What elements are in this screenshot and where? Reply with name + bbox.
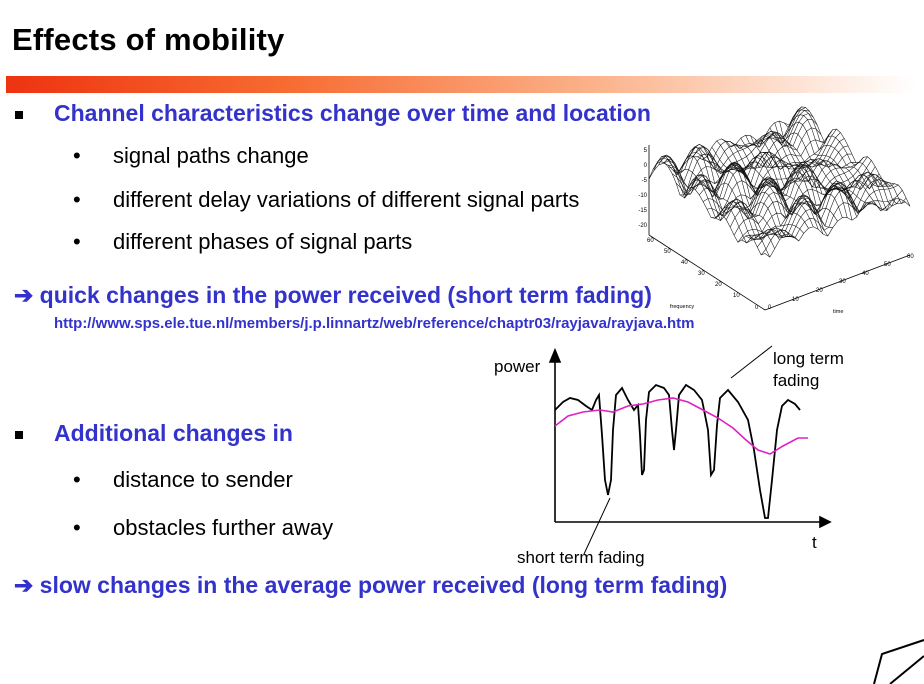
- sub-bullet-distance: distance to sender: [113, 467, 293, 492]
- freq-tick: 0: [755, 305, 759, 311]
- z-tick: 0: [644, 163, 648, 169]
- surface-mesh-line: [648, 161, 766, 256]
- z-tick: -20: [638, 223, 647, 229]
- surface-mesh-line: [753, 182, 899, 240]
- surface-mesh-line: [648, 116, 795, 180]
- time-tick: 20: [816, 288, 823, 294]
- surface-axes: [648, 145, 911, 311]
- time-tick: 30: [839, 279, 846, 285]
- surface-mesh-line: [672, 169, 790, 235]
- surface-mesh-line: [779, 121, 896, 207]
- main-bullet-additional: Additional changes in: [54, 420, 293, 446]
- surface-mesh-line: [769, 127, 886, 210]
- surface-mesh-line: [668, 164, 785, 240]
- surface-mesh-line: [745, 135, 862, 214]
- long-term-average-curve: [554, 397, 808, 455]
- time-tick: 50: [884, 262, 891, 268]
- long-term-label-line1: long term: [773, 349, 844, 368]
- short-term-label: short term fading: [517, 548, 645, 567]
- square-bullet-icon: [15, 111, 23, 119]
- short-term-pointer-line: [583, 497, 611, 555]
- surface-mesh-line: [757, 190, 903, 248]
- long-term-label-line2: fading: [773, 371, 820, 390]
- y-axis-arrow-icon: [548, 347, 562, 363]
- z-tick: -5: [642, 178, 648, 184]
- conclusion-slow-changes-text: slow changes in the average power receiv…: [39, 572, 728, 598]
- surface-mesh-line: [750, 133, 867, 212]
- arrow-right-icon: ➔: [14, 572, 34, 598]
- conclusion-slow-changes: ➔ slow changes in the average power rece…: [14, 572, 727, 599]
- surface-mesh-line: [702, 159, 819, 230]
- freq-tick: 60: [647, 238, 654, 244]
- x-axis-arrow-icon: [819, 515, 832, 529]
- frequency-axis-ticks: 60 50 40 30 20 10 0 frequency: [647, 238, 759, 311]
- surface-mesh-line: [711, 146, 829, 237]
- dot-bullet-icon: •: [73, 467, 81, 492]
- surface-mesh-line: [653, 156, 771, 258]
- z-axis-ticks: 5 0 -5 -10 -15 -20: [638, 148, 647, 229]
- long-term-pointer-line: [730, 345, 773, 379]
- surface-mesh-line: [764, 135, 882, 212]
- surface-mesh-line: [716, 140, 833, 228]
- y-axis-label: power: [494, 357, 541, 376]
- surface-mesh-line: [695, 132, 841, 199]
- z-tick: -10: [638, 193, 647, 199]
- surface-mesh-line: [663, 159, 780, 241]
- sub-bullet-phases: different phases of signal parts: [113, 229, 413, 254]
- short-term-signal-curve: [554, 383, 801, 519]
- title-underline-bar: [6, 76, 916, 93]
- time-tick: 40: [862, 271, 869, 277]
- square-bullet-icon: [15, 431, 23, 439]
- surface-mesh-line: [656, 106, 802, 173]
- dot-bullet-icon: •: [73, 515, 81, 540]
- time-tick: 0: [768, 305, 772, 311]
- time-axis-label: time: [833, 309, 843, 315]
- slide-title: Effects of mobility: [12, 22, 285, 57]
- frequency-axis-label: frequency: [670, 304, 694, 310]
- dot-bullet-icon: •: [73, 143, 81, 168]
- freq-tick: 30: [698, 271, 705, 277]
- fading-surface-plot: 5 0 -5 -10 -15 -20 60 50 40 30 20 10 0 f…: [638, 106, 914, 315]
- surface-mesh: [648, 106, 911, 258]
- time-tick: 10: [792, 297, 799, 303]
- surface-mesh-line: [677, 155, 795, 238]
- surface-mesh-line: [679, 139, 825, 199]
- surface-mesh-line: [774, 122, 891, 212]
- surface-mesh-line: [784, 114, 901, 205]
- freq-tick: 10: [733, 293, 740, 299]
- sub-bullet-obstacles: obstacles further away: [113, 515, 334, 540]
- surface-mesh-line: [793, 106, 911, 207]
- z-tick: -15: [638, 208, 647, 214]
- z-tick: 5: [644, 148, 648, 154]
- main-bullet-channel: Channel characteristics change over time…: [54, 100, 651, 126]
- sub-bullet-delay-variations: different delay variations of different …: [113, 187, 580, 212]
- x-axis-label: t: [812, 533, 817, 552]
- surface-mesh-line: [788, 109, 906, 204]
- surface-mesh-line: [755, 130, 872, 213]
- fading-chart: [548, 345, 832, 555]
- surface-mesh-line: [706, 156, 824, 235]
- dot-bullet-icon: •: [73, 187, 81, 212]
- freq-tick: 20: [715, 282, 722, 288]
- freq-tick: 50: [664, 249, 671, 255]
- conclusion-quick-changes-text: quick changes in the power received (sho…: [39, 282, 652, 308]
- fading-chart-axes: [548, 347, 832, 529]
- surface-mesh-line: [721, 138, 838, 222]
- surface-mesh-line: [692, 146, 809, 229]
- sub-bullet-signal-paths: signal paths change: [113, 143, 309, 168]
- conclusion-quick-changes: ➔ quick changes in the power received (s…: [14, 282, 652, 309]
- reference-link[interactable]: http://www.sps.ele.tue.nl/members/j.p.li…: [54, 315, 695, 332]
- time-tick: 60: [907, 254, 914, 260]
- arrow-right-icon: ➔: [14, 282, 34, 308]
- corner-page-curl-icon: [873, 639, 924, 684]
- time-axis-ticks: 0 10 20 30 40 50 60 time: [768, 254, 914, 315]
- surface-mesh-line: [735, 143, 853, 221]
- dot-bullet-icon: •: [73, 229, 81, 254]
- freq-tick: 40: [681, 260, 688, 266]
- surface-mesh-line: [672, 119, 818, 194]
- surface-mesh-line: [731, 144, 848, 218]
